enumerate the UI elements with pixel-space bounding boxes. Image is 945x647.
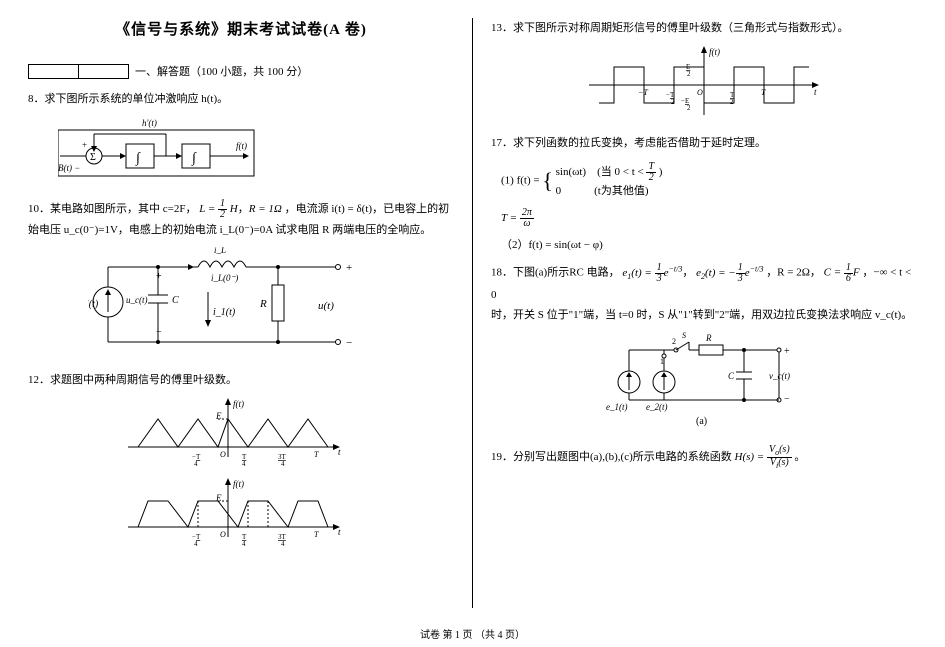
label-R18: R	[705, 333, 712, 343]
question-19: 19．分别写出题图中(a),(b),(c)所示电路的系统函数 H(s) = Vo…	[491, 445, 917, 470]
label-ut: u(t)	[318, 300, 334, 312]
svg-text:4: 4	[281, 460, 285, 468]
label-plus: +	[82, 140, 87, 150]
label-C: C	[172, 295, 179, 306]
svg-text:4: 4	[242, 540, 246, 548]
svg-text:2: 2	[687, 104, 691, 112]
q17-1c: )	[659, 166, 663, 178]
q19-text-b: 。	[794, 451, 805, 463]
svg-text:2: 2	[671, 98, 675, 106]
label-S: S	[682, 332, 686, 340]
label-bt: B(t) −	[58, 163, 80, 173]
q17-1d: 0 (t为其他值)	[556, 185, 649, 197]
label-t3: t	[814, 87, 817, 97]
label-n2: 2	[672, 337, 676, 346]
label-utminus: −	[346, 337, 352, 349]
column-divider	[472, 18, 473, 608]
question-17: 17．求下列函数的拉氏变换，考虑能否借助于延时定理。	[491, 133, 917, 154]
label-R: R	[259, 298, 267, 310]
score-boxes	[28, 64, 129, 79]
label-ft: f(t)	[236, 141, 247, 151]
label-e1: e_1(t)	[606, 402, 628, 412]
label-ft3: f(t)	[709, 47, 720, 57]
q18-text-d: 时，开关 S 位于"1"端，当 t=0 时，S 从"1"转到"2"端，用双边拉氏…	[491, 309, 912, 321]
label-ft1: f(t)	[233, 399, 244, 409]
label-O3: O	[697, 88, 703, 97]
label-e2: e_2(t)	[646, 402, 668, 412]
q10-text-c: 始电压 u_c(0⁻)=1V，电感上的初始电流 i_L(0⁻)=0A 试求电阻 …	[28, 224, 431, 236]
label-n1: 1	[660, 357, 664, 366]
q17-1a: (1) f(t) =	[501, 174, 540, 186]
label-t1: t	[338, 447, 341, 457]
q12-text: 12．求题图中两种周期信号的傅里叶级数。	[28, 374, 237, 386]
q18-text-a: 18．下图(a)所示RC 电路，	[491, 267, 620, 279]
q17-text: 17．求下列函数的拉氏变换，考虑能否借助于延时定理。	[491, 137, 766, 149]
label-vc: v_c(t)	[769, 371, 790, 381]
question-10: 10．某电路如图所示，其中 c=2F， L = 12 H，R = 1Ω ，电流源…	[28, 199, 454, 241]
svg-text:−: −	[784, 394, 790, 405]
label-cplus: +	[156, 271, 162, 282]
section-label: 一、解答题（100 小题，共 100 分）	[135, 63, 308, 79]
label-t2: t	[338, 527, 341, 537]
q17-T-label: T =	[501, 212, 517, 224]
svg-text:4: 4	[242, 460, 246, 468]
label-T: T	[314, 450, 319, 459]
svg-text:4: 4	[281, 540, 285, 548]
q17-part1: (1) f(t) = { sin(ωt) (当 0 < t < T2 ) 0 (…	[501, 160, 917, 202]
q10-L: L =	[199, 203, 218, 215]
label-i1: i_1(t)	[213, 307, 236, 318]
label-ht: h'(t)	[142, 118, 157, 128]
label-iL0: i_L(0⁻)	[211, 273, 238, 283]
q10-text-b: ，电流源 i(t) = δ(t)，已电容上的初	[285, 203, 449, 215]
question-12: 12．求题图中两种周期信号的傅里叶级数。	[28, 370, 454, 391]
q13-text: 13．求下图所示对称周期矩形信号的傅里叶级数（三角形式与指数形式）。	[491, 22, 849, 34]
label-int1: ∫	[135, 151, 141, 166]
q17-1b: sin(ωt) (当 0 < t <	[556, 166, 644, 178]
q10-R: R = 1Ω	[249, 203, 282, 215]
label-O2: O	[220, 530, 226, 539]
svg-text:2: 2	[687, 70, 691, 78]
q8-text: 8．求下图所示系统的单位冲激响应 h(t)。	[28, 93, 228, 105]
figure-q12: f(t) E O −T 4 T 4 3T 4 T t f(t)	[118, 397, 454, 560]
figure-q10: i_L i_L(0⁻) i(t) u_c(t) C +	[88, 247, 454, 360]
section-header: 一、解答题（100 小题，共 100 分）	[28, 63, 454, 79]
figure-q13: f(t) E 2 −E 2 O −T −T 2 T 2 T t	[491, 45, 917, 123]
label-O1: O	[220, 450, 226, 459]
svg-text:−T: −T	[638, 88, 648, 97]
label-C18: C	[728, 371, 735, 381]
question-18: 18．下图(a)所示RC 电路， e1(t) = 13e−t/3， e2(t) …	[491, 261, 917, 326]
label-T2: T	[314, 530, 319, 539]
label-uc: u_c(t)	[126, 295, 148, 305]
q18-text-b: ，R = 2Ω，	[766, 267, 821, 279]
q10-text-a: 10．某电路如图所示，其中 c=2F，	[28, 203, 196, 215]
label-it: i(t)	[88, 299, 99, 310]
q17-T: T = 2πω	[501, 208, 917, 229]
label-cap-a: (a)	[696, 416, 707, 427]
label-iL: i_L	[214, 247, 226, 255]
right-column: 13．求下图所示对称周期矩形信号的傅里叶级数（三角形式与指数形式）。 f(t) …	[491, 18, 917, 608]
q17-part2: （2）f(t) = sin(ωt − φ)	[501, 235, 917, 256]
svg-text:4: 4	[194, 460, 198, 468]
exam-title: 《信号与系统》期末考试试卷(A 卷)	[28, 18, 454, 39]
q19-text-a: 19．分别写出题图中(a),(b),(c)所示电路的系统函数	[491, 451, 732, 463]
label-sigma: Σ	[90, 152, 96, 163]
page-footer: 试卷 第 1 页 （共 4 页）	[0, 626, 945, 641]
figure-q18: e_1(t) e_2(t) 2 1 S R	[491, 332, 917, 435]
question-13: 13．求下图所示对称周期矩形信号的傅里叶级数（三角形式与指数形式）。	[491, 18, 917, 39]
left-column: 《信号与系统》期末考试试卷(A 卷) 一、解答题（100 小题，共 100 分）…	[28, 18, 454, 608]
label-T3: T	[761, 88, 766, 97]
label-cminus: −	[156, 327, 162, 338]
label-utplus: +	[346, 262, 352, 274]
figure-q8: h'(t) B(t) − + Σ ∫ ∫ f(t)	[58, 116, 454, 189]
question-8: 8．求下图所示系统的单位冲激响应 h(t)。	[28, 89, 454, 110]
label-int2: ∫	[191, 151, 197, 166]
q17-2: （2）f(t) = sin(ωt − φ)	[501, 239, 603, 251]
label-ft2: f(t)	[233, 479, 244, 489]
svg-text:4: 4	[194, 540, 198, 548]
svg-text:2: 2	[730, 98, 734, 106]
svg-text:+: +	[784, 346, 790, 357]
